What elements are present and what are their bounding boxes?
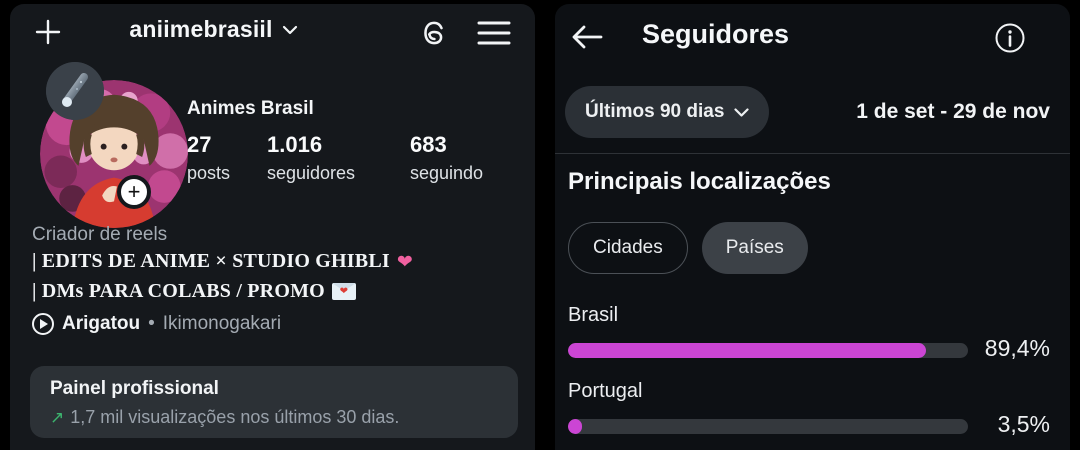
- tab-countries[interactable]: Países: [701, 222, 808, 274]
- plus-icon: [35, 19, 61, 45]
- music-separator: •: [148, 313, 155, 334]
- story-add-icon: +: [127, 179, 141, 204]
- music-artist: Ikimonogakari: [162, 313, 282, 334]
- followers-label: seguidores: [267, 163, 356, 183]
- bio-line-1-text: | EDITS DE ANIME × STUDIO GHIBLI: [32, 250, 390, 272]
- stat-followers[interactable]: 1.016 seguidores: [267, 132, 355, 184]
- section-divider: [555, 153, 1070, 154]
- tab-cities[interactable]: Cidades: [568, 222, 688, 274]
- views-summary-text: 1,7 mil visualizações nos últimos 30 dia…: [70, 407, 400, 427]
- profile-display-name: Animes Brasil: [187, 98, 314, 119]
- professional-dashboard-title: Painel profissional: [50, 378, 219, 399]
- posts-count: 27: [187, 132, 212, 157]
- info-icon: [995, 23, 1025, 53]
- location-bar-portugal: [568, 419, 968, 434]
- bio-line-2: | DMs PARA COLABS / PROMO ❤: [32, 280, 356, 303]
- stat-following[interactable]: 683 seguindo: [410, 132, 483, 184]
- threads-icon: [424, 21, 443, 45]
- date-range-text: 1 de set - 29 de nov: [856, 100, 1050, 123]
- love-letter-icon: ❤: [331, 283, 356, 300]
- professional-dashboard-subtitle: ↗ 1,7 mil visualizações nos últimos 30 d…: [50, 407, 399, 428]
- hamburger-icon: [477, 21, 511, 45]
- period-label: Últimos 90 dias: [585, 101, 725, 122]
- location-bar-brasil: [568, 343, 968, 358]
- profile-category: Criador de reels: [32, 224, 168, 245]
- location-bar-fill-portugal: [568, 419, 582, 434]
- comet-icon: [46, 62, 104, 120]
- location-label-portugal: Portugal: [568, 380, 643, 402]
- location-percent-brasil: 89,4%: [984, 335, 1050, 361]
- stat-posts[interactable]: 27 posts: [187, 132, 230, 184]
- bio-line-1: | EDITS DE ANIME × STUDIO GHIBLI ❤: [32, 250, 413, 273]
- professional-dashboard-card[interactable]: Painel profissional ↗ 1,7 mil visualizaç…: [30, 366, 518, 438]
- page-title: Seguidores: [642, 19, 790, 49]
- menu-button[interactable]: [475, 14, 513, 52]
- period-dropdown[interactable]: Últimos 90 dias: [565, 86, 770, 138]
- chevron-down-icon: [734, 107, 749, 117]
- chevron-down-icon: [282, 25, 297, 34]
- username-menu[interactable]: aniimebrasiil: [10, 16, 417, 43]
- location-type-tabs: Cidades Países: [568, 222, 808, 274]
- add-story-badge[interactable]: +: [117, 175, 151, 209]
- note-bubble[interactable]: [46, 62, 104, 120]
- music-title: Arigatou: [62, 313, 141, 334]
- play-icon: [32, 313, 54, 335]
- tab-countries-label: Países: [725, 237, 784, 258]
- location-label-brasil: Brasil: [568, 304, 619, 326]
- info-button[interactable]: [994, 22, 1026, 54]
- location-bar-fill-brasil: [568, 343, 926, 358]
- back-arrow-icon: [572, 25, 603, 49]
- following-count: 683: [410, 132, 447, 157]
- locations-section-title: Principais localizações: [568, 168, 831, 195]
- followers-count: 1.016: [267, 132, 323, 157]
- pink-heart-icon: ❤: [396, 250, 413, 273]
- topbar-actions: [415, 14, 513, 52]
- create-post-button[interactable]: [26, 10, 70, 54]
- location-percent-portugal: 3,5%: [997, 411, 1050, 437]
- followers-insights-panel: Seguidores Últimos 90 dias 1 de set - 29…: [555, 4, 1070, 450]
- username-text: aniimebrasiil: [129, 16, 273, 42]
- profile-panel: aniimebrasiil: [10, 4, 535, 450]
- trend-up-icon: ↗: [50, 407, 65, 428]
- threads-button[interactable]: [415, 14, 453, 52]
- posts-label: posts: [187, 163, 231, 183]
- profile-music-link[interactable]: Arigatou • Ikimonogakari: [32, 313, 281, 335]
- back-button[interactable]: [565, 16, 609, 58]
- bio-line-2-text: | DMs PARA COLABS / PROMO: [32, 280, 325, 302]
- tab-cities-label: Cidades: [593, 237, 663, 258]
- following-label: seguindo: [410, 163, 484, 183]
